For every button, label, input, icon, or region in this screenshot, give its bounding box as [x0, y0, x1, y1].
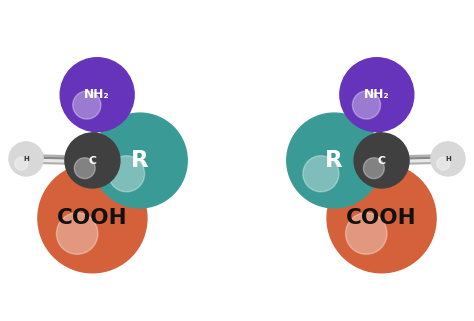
Circle shape: [346, 213, 387, 254]
Circle shape: [327, 164, 436, 273]
Circle shape: [303, 156, 339, 192]
Text: C: C: [89, 155, 96, 166]
Text: NH₂: NH₂: [364, 88, 390, 101]
Text: H: H: [23, 156, 29, 162]
Text: NH₂: NH₂: [84, 88, 110, 101]
Circle shape: [73, 91, 101, 119]
Circle shape: [340, 58, 414, 132]
Polygon shape: [90, 94, 105, 160]
Circle shape: [56, 213, 98, 254]
FancyBboxPatch shape: [372, 160, 385, 218]
Circle shape: [437, 157, 450, 170]
Text: H: H: [445, 156, 451, 162]
Ellipse shape: [379, 136, 399, 152]
Ellipse shape: [75, 136, 95, 152]
FancyBboxPatch shape: [120, 161, 134, 226]
Circle shape: [353, 91, 381, 119]
FancyBboxPatch shape: [89, 160, 102, 218]
FancyBboxPatch shape: [350, 161, 365, 234]
Circle shape: [431, 142, 465, 176]
Circle shape: [9, 142, 43, 176]
Circle shape: [354, 133, 409, 188]
FancyBboxPatch shape: [109, 161, 124, 234]
Text: R: R: [325, 149, 343, 172]
Circle shape: [364, 158, 384, 179]
Circle shape: [109, 156, 145, 192]
Text: R: R: [131, 149, 149, 172]
Circle shape: [15, 157, 28, 170]
Text: COOH: COOH: [57, 208, 128, 228]
Text: C: C: [378, 155, 385, 166]
Polygon shape: [92, 153, 140, 168]
Circle shape: [92, 113, 187, 208]
Ellipse shape: [343, 121, 382, 177]
Circle shape: [287, 113, 382, 208]
Ellipse shape: [92, 121, 131, 177]
FancyBboxPatch shape: [99, 161, 113, 230]
Circle shape: [65, 133, 120, 188]
Text: COOH: COOH: [346, 208, 417, 228]
Ellipse shape: [95, 112, 128, 125]
Polygon shape: [373, 160, 390, 218]
FancyBboxPatch shape: [340, 161, 354, 226]
FancyBboxPatch shape: [361, 161, 375, 230]
Circle shape: [74, 158, 95, 179]
Ellipse shape: [346, 112, 379, 125]
Polygon shape: [84, 160, 101, 218]
Polygon shape: [369, 94, 384, 160]
Circle shape: [60, 58, 134, 132]
Circle shape: [38, 164, 147, 273]
Polygon shape: [334, 153, 382, 168]
